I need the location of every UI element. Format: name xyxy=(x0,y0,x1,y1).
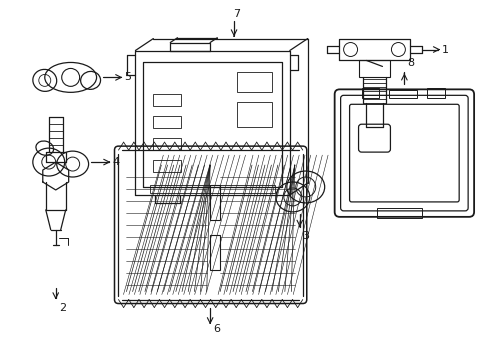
Bar xyxy=(361,88,379,98)
Bar xyxy=(377,208,422,218)
Bar xyxy=(153,160,181,172)
Text: 2: 2 xyxy=(59,302,66,312)
Text: 6: 6 xyxy=(213,324,220,334)
Bar xyxy=(237,102,271,127)
Text: 1: 1 xyxy=(441,45,448,54)
Bar xyxy=(153,116,181,128)
Bar xyxy=(210,235,220,270)
Text: 4: 4 xyxy=(112,157,120,167)
Text: 3: 3 xyxy=(301,231,308,241)
Bar xyxy=(153,94,181,106)
Text: 5: 5 xyxy=(124,72,131,82)
Bar xyxy=(153,138,181,150)
Text: 7: 7 xyxy=(233,9,240,19)
Text: 8: 8 xyxy=(407,58,414,68)
Bar xyxy=(358,60,389,77)
Bar xyxy=(237,72,271,92)
Bar xyxy=(150,185,274,193)
FancyBboxPatch shape xyxy=(114,146,306,303)
Bar xyxy=(210,185,220,220)
Bar xyxy=(388,90,416,98)
Bar xyxy=(427,88,444,98)
